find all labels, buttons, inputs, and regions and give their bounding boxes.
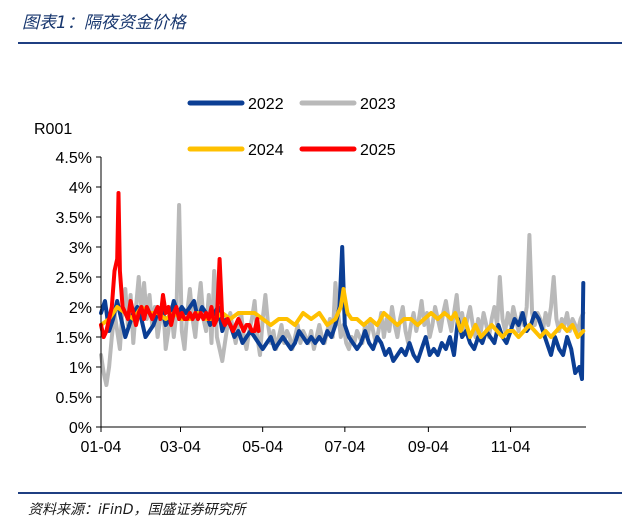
series-line-2025 (99, 191, 261, 339)
series-layer (99, 191, 586, 387)
y-tick-label: 3.5% (56, 210, 92, 227)
x-tick-label: 01-04 (81, 439, 122, 456)
x-tick-label: 07-04 (324, 439, 365, 456)
x-tick-label: 05-04 (242, 439, 283, 456)
y-tick-label: 0.5% (56, 390, 92, 407)
legend-label-2023: 2023 (360, 96, 396, 113)
y-axis-label: R001 (34, 121, 72, 138)
series-line-2022 (99, 245, 586, 381)
figure-title: 图表1：隔夜资金价格 (22, 13, 186, 33)
x-tick-label: 03-04 (160, 439, 201, 456)
y-tick-label: 0% (69, 420, 92, 437)
y-tick-label: 2.5% (56, 270, 92, 287)
y-tick-label: 1% (69, 360, 92, 377)
top-rule (18, 42, 622, 44)
y-tick-label: 1.5% (56, 330, 92, 347)
line-chart: 2022 2023 2024 2025 R001 0% 0.5% 1% 1.5% 2% 2.5%… (34, 96, 586, 456)
y-tick-label: 4% (69, 180, 92, 197)
source-note: 资料来源：iFinD，国盛证券研究所 (28, 502, 246, 518)
y-tick-label: 4.5% (56, 150, 92, 167)
x-ticks: 01-04 03-04 05-04 07-04 09-04 11-04 (81, 427, 531, 456)
bottom-rule (18, 492, 622, 494)
y-ticks: 0% 0.5% 1% 1.5% 2% 2.5% 3% 3.5% 4% 4.5% (56, 150, 101, 437)
legend: 2022 2023 2024 2025 (187, 96, 396, 159)
x-tick-label: 09-04 (408, 439, 449, 456)
legend-label-2025: 2025 (360, 142, 396, 159)
legend-label-2024: 2024 (248, 142, 284, 159)
x-tick-label: 11-04 (491, 439, 531, 456)
y-tick-label: 2% (69, 300, 92, 317)
legend-label-2022: 2022 (248, 96, 284, 113)
y-tick-label: 3% (69, 240, 92, 257)
